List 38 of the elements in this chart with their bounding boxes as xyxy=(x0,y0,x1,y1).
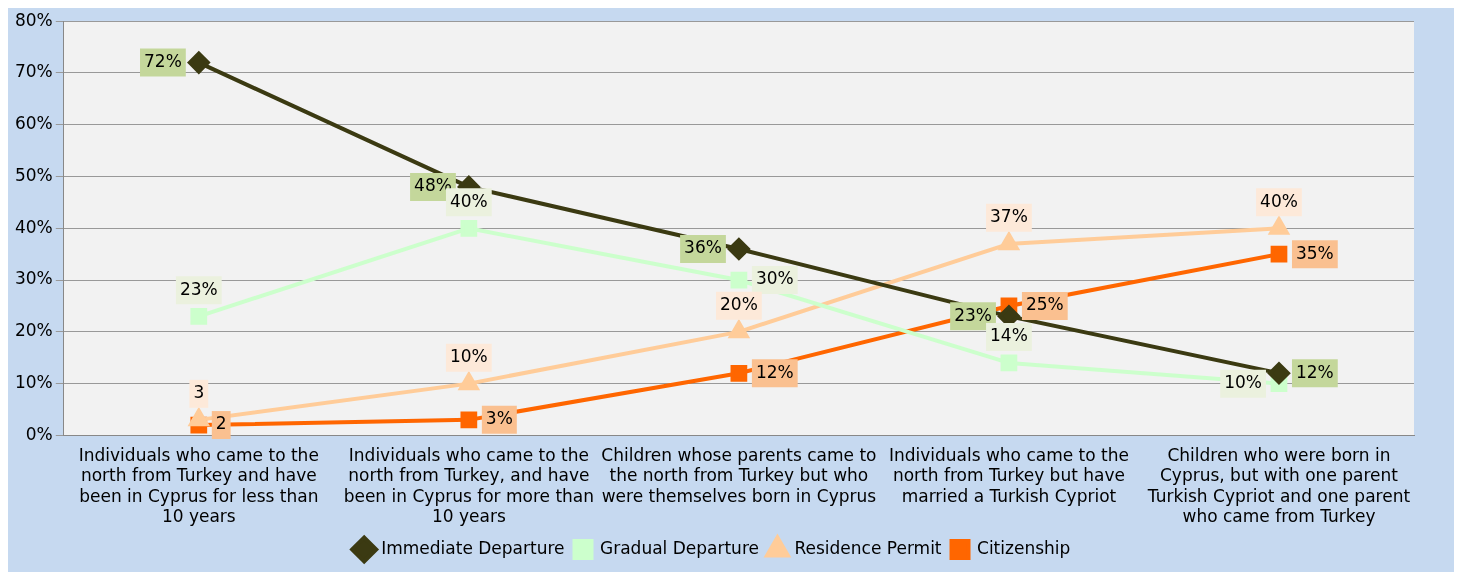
y-tick-label: 40% xyxy=(14,216,53,237)
x-tick-label: Children whose parents came to the north from Turkey but who were themselves born in Cyprus xyxy=(601,445,877,506)
data-label: 40% xyxy=(1260,190,1298,211)
data-label: 2 xyxy=(215,413,227,434)
data-label: 23% xyxy=(954,304,992,325)
data-label: 40% xyxy=(449,190,488,211)
data-label: 35% xyxy=(1295,242,1334,263)
y-tick-label: 60% xyxy=(14,113,53,134)
legend-label: Gradual Departure xyxy=(600,537,759,558)
y-tick-label: 80% xyxy=(14,9,53,30)
data-label: 14% xyxy=(990,325,1028,346)
y-tick-label: 70% xyxy=(14,61,53,82)
legend-label: Immediate Departure xyxy=(381,537,565,558)
data-label: 12% xyxy=(1295,361,1334,382)
y-tick-label: 10% xyxy=(14,372,53,393)
x-tick-label: Individuals who came to the north from Turkey and have been in Cyprus for less than 10 years xyxy=(78,445,319,527)
data-label: 23% xyxy=(179,278,218,299)
data-label: 12% xyxy=(755,361,794,382)
data-label: 25% xyxy=(1025,294,1064,315)
data-label: 37% xyxy=(990,206,1028,227)
y-tick-label: 0% xyxy=(25,423,53,444)
x-tick-label: Children who were born in Cyprus, but with one parent Turkish Cypriot and one parent who came from Turkey xyxy=(1146,445,1411,527)
data-label: 10% xyxy=(449,346,488,367)
data-label: 10% xyxy=(1224,372,1262,393)
data-label: 48% xyxy=(414,175,452,196)
data-label: 20% xyxy=(719,294,758,315)
data-label: 36% xyxy=(684,237,722,258)
x-tick-label: Individuals who came to the north from Turkey but have married a Turkish Cypriot xyxy=(888,445,1129,506)
y-tick-label: 50% xyxy=(14,164,53,185)
legend-label: Residence Permit xyxy=(794,537,942,558)
y-tick-label: 30% xyxy=(14,268,53,289)
data-label: 3% xyxy=(485,408,513,429)
legend-label: Citizenship xyxy=(977,537,1071,558)
data-label: 72% xyxy=(144,51,182,72)
data-label: 3 xyxy=(193,382,205,403)
x-tick-label: Individuals who came to the north from Turkey, and have been in Cyprus for more than 10 years xyxy=(343,445,595,527)
data-label: 30% xyxy=(755,268,794,289)
y-tick-label: 20% xyxy=(14,320,53,341)
